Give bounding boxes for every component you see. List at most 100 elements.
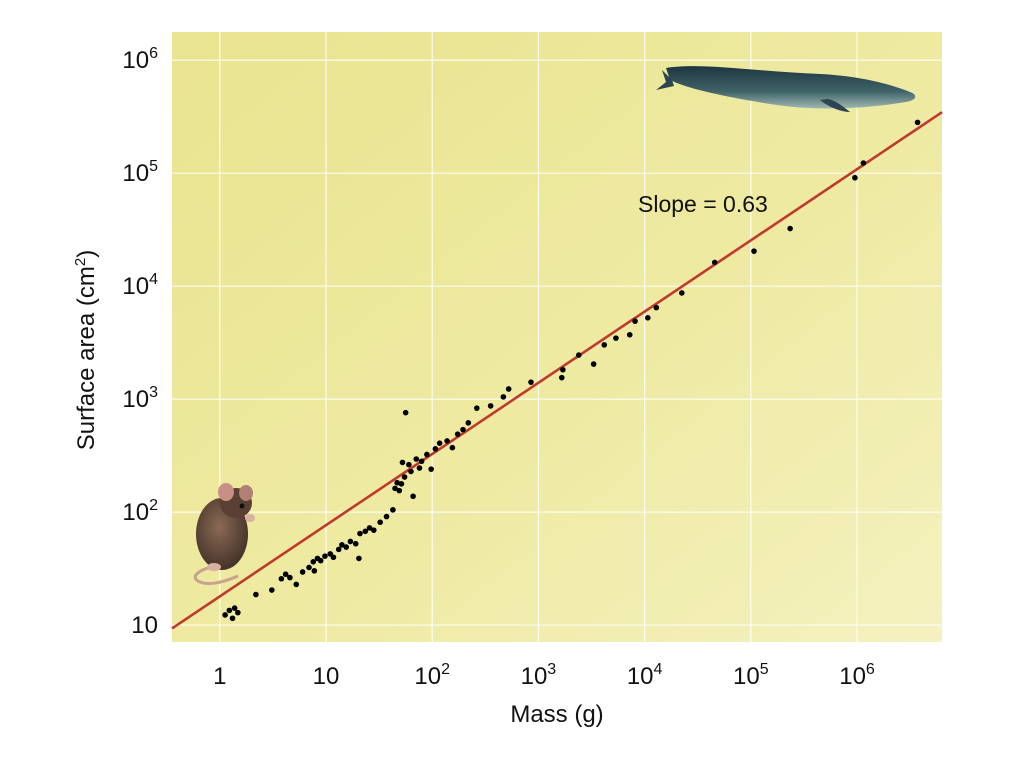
data-point <box>575 352 582 358</box>
data-point <box>474 405 480 411</box>
data-point <box>306 564 312 571</box>
data-point <box>398 481 405 487</box>
data-point <box>416 465 423 471</box>
x-axis-label: Mass (g) <box>510 701 603 728</box>
data-point <box>408 468 414 475</box>
data-point <box>444 438 450 444</box>
data-point <box>454 431 461 437</box>
data-point <box>436 440 443 446</box>
data-point <box>645 314 651 321</box>
data-point <box>787 225 793 232</box>
data-point <box>366 525 373 531</box>
y-tick-label: 106 <box>122 45 158 74</box>
data-point <box>852 174 858 181</box>
data-point <box>235 609 241 616</box>
x-tick-label: 106 <box>839 661 875 690</box>
data-point <box>528 379 534 385</box>
data-point <box>311 568 318 574</box>
data-point <box>613 335 619 341</box>
data-point <box>282 571 289 578</box>
data-point <box>299 569 306 575</box>
data-point <box>460 426 466 433</box>
plot-background <box>172 32 942 642</box>
x-tick-label: 10 <box>313 663 340 690</box>
data-point <box>293 581 300 588</box>
data-point <box>330 554 337 561</box>
data-point <box>370 527 377 533</box>
y-tick-label: 103 <box>122 384 158 413</box>
data-point <box>317 557 324 564</box>
data-point <box>253 591 259 598</box>
data-point <box>505 386 512 392</box>
y-axis-label: Surface area (cm2) <box>72 250 100 450</box>
data-point <box>432 446 439 452</box>
data-point <box>231 605 238 611</box>
data-point <box>229 615 236 622</box>
data-points <box>222 119 921 622</box>
data-point <box>678 290 685 296</box>
data-point <box>424 451 430 458</box>
grid <box>172 32 942 642</box>
y-axis-label-sup: 2 <box>72 258 89 266</box>
x-tick-label: 1 <box>213 663 226 690</box>
data-point <box>396 487 403 494</box>
y-tick-label: 104 <box>122 271 158 300</box>
data-point <box>590 361 597 367</box>
data-point <box>352 540 359 547</box>
data-point <box>751 248 757 254</box>
data-point <box>222 612 228 618</box>
x-tick-label: 102 <box>414 661 450 690</box>
data-point <box>322 553 328 559</box>
data-point <box>560 366 566 373</box>
data-point <box>335 546 342 553</box>
data-point <box>500 394 507 400</box>
data-point <box>449 444 456 451</box>
data-point <box>465 420 472 426</box>
x-tick-label: 104 <box>627 661 663 690</box>
data-point <box>339 542 345 548</box>
y-tick-label: 105 <box>122 158 158 187</box>
data-point <box>406 461 412 468</box>
slope-annotation: Slope = 0.63 <box>638 191 768 217</box>
data-point <box>343 544 349 550</box>
x-tick-label: 103 <box>521 661 557 690</box>
data-point <box>390 507 396 513</box>
data-point <box>287 574 293 581</box>
data-point <box>558 374 565 381</box>
data-point <box>278 575 285 582</box>
data-point <box>402 409 409 416</box>
data-point <box>377 519 383 526</box>
data-point <box>401 474 408 480</box>
data-point <box>601 342 608 348</box>
data-point <box>362 528 369 535</box>
data-point <box>357 530 363 537</box>
y-tick-label: 102 <box>122 497 158 526</box>
data-point <box>711 259 718 266</box>
fit-line-group <box>171 111 943 630</box>
data-point <box>860 160 867 166</box>
x-tick-label: 105 <box>733 661 769 690</box>
mouse-illustration <box>193 483 255 586</box>
data-point <box>356 555 362 562</box>
data-point <box>653 304 660 311</box>
data-point <box>487 403 494 409</box>
x-tick-labels: 1 10 102 103 104 105 106 <box>213 661 875 690</box>
data-point <box>383 513 390 520</box>
data-point <box>428 466 434 472</box>
y-axis-label-close: ) <box>73 250 100 258</box>
y-axis-label-text: Surface area (cm <box>73 266 100 450</box>
data-point <box>413 456 420 462</box>
data-point <box>394 479 400 486</box>
data-point <box>418 458 425 465</box>
data-point <box>914 119 921 126</box>
data-point <box>632 318 638 324</box>
y-tick-labels: 10 102 103 104 105 106 <box>122 45 158 639</box>
data-point <box>226 607 233 614</box>
fit-line <box>171 111 943 630</box>
data-point <box>269 587 275 593</box>
data-point <box>626 331 633 338</box>
y-tick-label: 10 <box>131 612 158 639</box>
data-point <box>399 459 406 466</box>
